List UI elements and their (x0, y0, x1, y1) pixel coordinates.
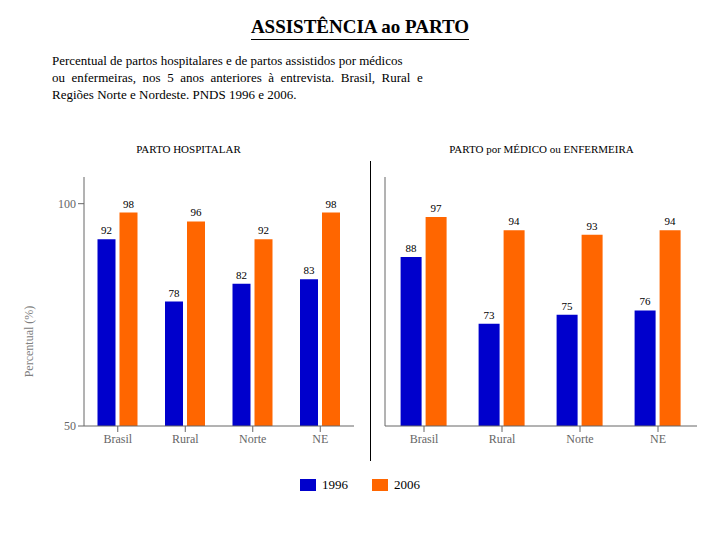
svg-text:Norte: Norte (239, 432, 266, 446)
svg-text:Brasil: Brasil (409, 432, 438, 446)
svg-text:78: 78 (168, 287, 180, 299)
svg-text:NE: NE (650, 432, 666, 446)
html-text:Regiões Norte e Nordeste. PNDS: Regiões Norte e Nordeste. PNDS 1996 e 20… (52, 87, 297, 102)
html-text:PARTO HOSPITALAR: PARTO HOSPITALAR (136, 143, 241, 155)
svg-text:Percentual (%): Percentual (%) (22, 306, 36, 378)
svg-text:50: 50 (64, 419, 76, 433)
svg-text:NE: NE (312, 432, 328, 446)
svg-text:73: 73 (483, 309, 495, 321)
html-text:Percentual de partos hospitala: Percentual de partos hospitalares e de p… (52, 53, 403, 68)
html-text:1996: 1996 (322, 477, 348, 492)
svg-text:98: 98 (123, 198, 135, 210)
svg-text:Rural: Rural (488, 432, 515, 446)
svg-text:82: 82 (236, 269, 247, 281)
svg-text:76: 76 (639, 295, 651, 307)
html-text:ASSISTÊNCIA ao PARTO: ASSISTÊNCIA ao PARTO (250, 16, 470, 37)
html-text:PARTO por MÉDICO ou ENFERMEIRA: PARTO por MÉDICO ou ENFERMEIRA (449, 143, 634, 155)
svg-text:75: 75 (561, 300, 573, 312)
svg-text:94: 94 (508, 215, 519, 227)
html-text:ou enfermeiras, nos 5 anos ant: ou enfermeiras, nos 5 anos anteriores à … (52, 70, 423, 85)
svg-text:100: 100 (58, 197, 76, 211)
html-text:2006: 2006 (394, 477, 420, 492)
svg-text:92: 92 (258, 224, 269, 236)
svg-text:97: 97 (430, 202, 442, 214)
svg-text:92: 92 (101, 224, 112, 236)
svg-text:96: 96 (190, 206, 202, 218)
svg-text:Norte: Norte (566, 432, 593, 446)
svg-text:98: 98 (325, 198, 337, 210)
svg-text:Brasil: Brasil (103, 432, 132, 446)
svg-text:94: 94 (664, 215, 676, 227)
svg-text:Rural: Rural (171, 432, 198, 446)
svg-text:93: 93 (586, 220, 598, 232)
svg-text:88: 88 (405, 242, 417, 254)
svg-text:83: 83 (303, 264, 315, 276)
